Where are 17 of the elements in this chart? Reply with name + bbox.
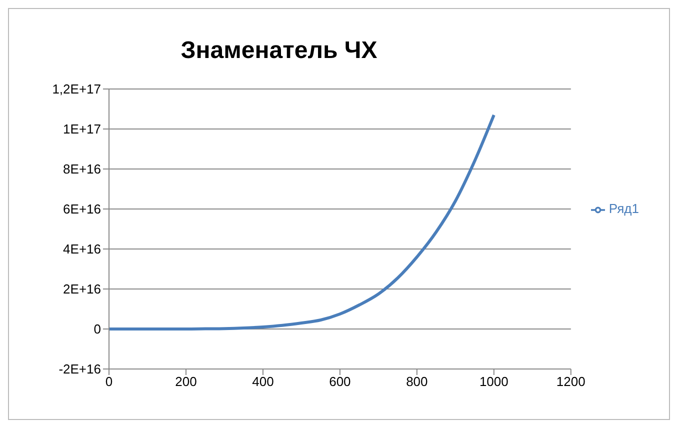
x-tick-label: 800 bbox=[406, 374, 428, 390]
y-tick-label: 6E+16 bbox=[63, 202, 101, 217]
x-tick-label: 1200 bbox=[556, 374, 586, 390]
x-tick-label: 400 bbox=[252, 374, 274, 390]
y-tick-label: 0 bbox=[94, 322, 101, 337]
y-tick-label: 4E+16 bbox=[63, 242, 101, 257]
y-tick-label: 2E+16 bbox=[63, 282, 101, 297]
y-tick-label: -2E+16 bbox=[58, 362, 101, 377]
y-tick-label: 8E+16 bbox=[63, 162, 101, 177]
chart-title: Знаменатель ЧХ bbox=[180, 37, 378, 65]
x-tick-label: 600 bbox=[329, 374, 351, 390]
y-tick-label: 1E+17 bbox=[63, 122, 101, 137]
x-tick-label: 200 bbox=[175, 374, 197, 390]
x-tick-label: 1000 bbox=[479, 374, 508, 390]
legend-label: Ряд1 bbox=[608, 201, 639, 216]
y-tick-label: 1,2E+17 bbox=[52, 82, 101, 97]
x-tick-label: 0 bbox=[105, 374, 113, 390]
